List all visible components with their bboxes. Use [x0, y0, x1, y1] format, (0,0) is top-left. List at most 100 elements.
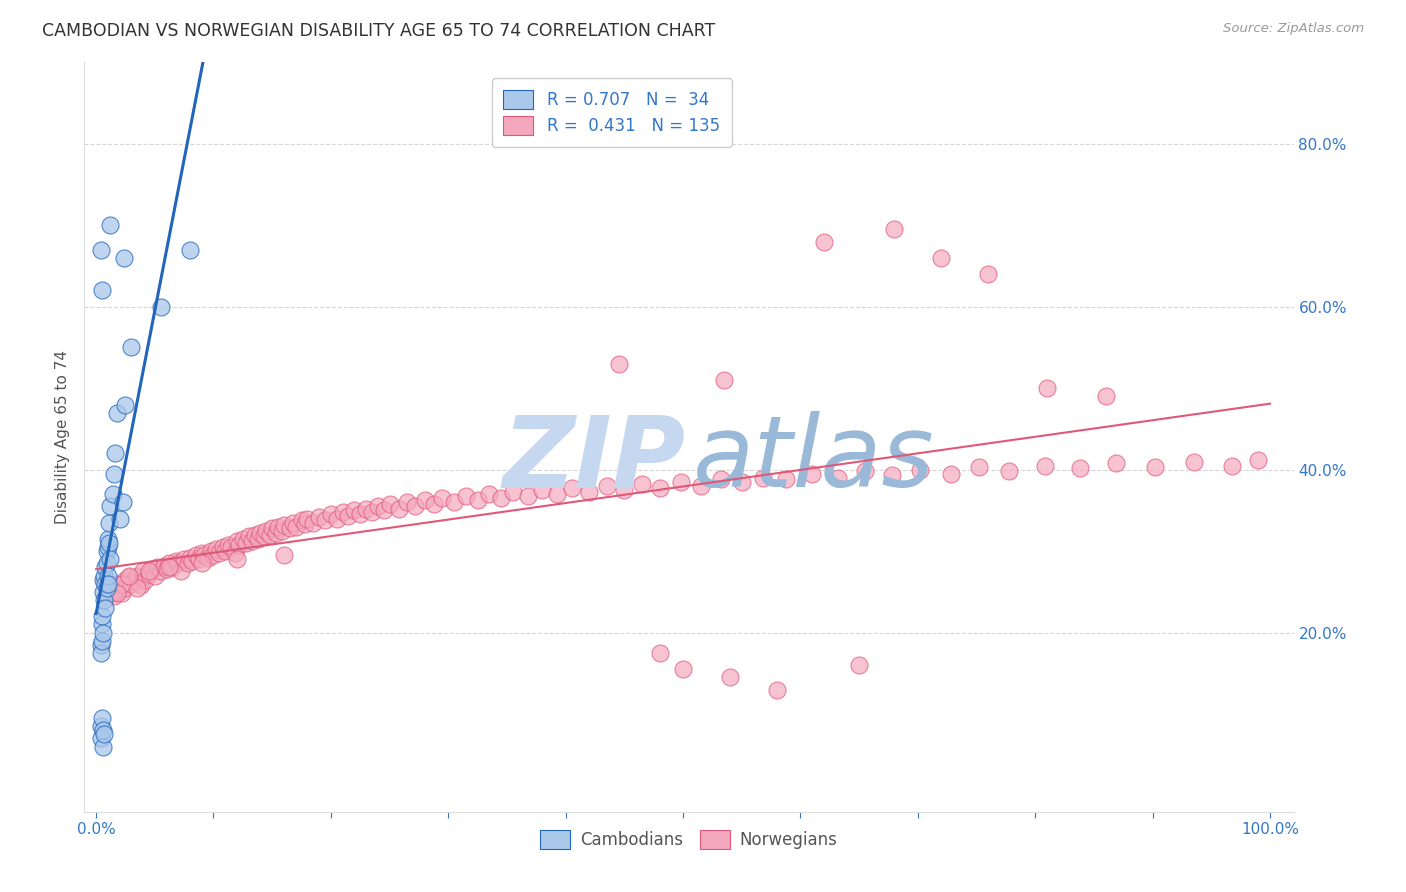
Point	[517, 489, 540, 503]
Point	[149, 565, 172, 579]
Point	[349, 508, 371, 522]
Point	[214, 544, 236, 558]
Point	[467, 492, 489, 507]
Point	[91, 633, 114, 648]
Point	[1247, 453, 1270, 467]
Point	[129, 578, 152, 592]
Point	[396, 495, 419, 509]
Point	[967, 460, 990, 475]
Text: CAMBODIAN VS NORWEGIAN DISABILITY AGE 65 TO 74 CORRELATION CHART: CAMBODIAN VS NORWEGIAN DISABILITY AGE 65…	[42, 22, 716, 40]
Point	[96, 581, 118, 595]
Point	[314, 513, 336, 527]
Point	[96, 544, 118, 558]
Point	[373, 503, 395, 517]
Point	[672, 662, 695, 676]
Point	[193, 548, 215, 562]
Point	[607, 357, 630, 371]
Point	[97, 532, 120, 546]
Point	[578, 484, 600, 499]
Point	[273, 518, 295, 533]
Point	[531, 483, 554, 497]
Point	[97, 576, 120, 591]
Point	[254, 524, 277, 538]
Point	[90, 638, 112, 652]
Point	[112, 251, 135, 265]
Point	[443, 495, 465, 509]
Point	[112, 495, 135, 509]
Point	[146, 560, 169, 574]
Point	[247, 532, 270, 546]
Point	[167, 557, 190, 571]
Point	[270, 524, 292, 538]
Point	[240, 534, 263, 549]
Point	[883, 222, 905, 236]
Point	[94, 560, 117, 574]
Point	[108, 511, 131, 525]
Point	[90, 243, 112, 257]
Point	[284, 519, 307, 533]
Point	[596, 479, 619, 493]
Point	[91, 284, 114, 298]
Point	[775, 472, 797, 486]
Point	[176, 557, 198, 571]
Point	[731, 475, 754, 489]
Point	[94, 576, 117, 591]
Point	[104, 446, 127, 460]
Point	[253, 529, 276, 543]
Point	[848, 658, 870, 673]
Point	[977, 267, 1000, 281]
Point	[93, 727, 115, 741]
Point	[114, 573, 136, 587]
Point	[319, 508, 342, 522]
Point	[96, 557, 118, 571]
Point	[297, 511, 319, 525]
Point	[157, 560, 180, 574]
Point	[91, 609, 114, 624]
Point	[413, 492, 436, 507]
Point	[98, 552, 121, 566]
Point	[155, 562, 177, 576]
Point	[502, 484, 524, 499]
Text: ZIP: ZIP	[502, 411, 685, 508]
Point	[478, 487, 501, 501]
Point	[752, 471, 775, 485]
Point	[134, 573, 156, 587]
Point	[232, 532, 254, 546]
Point	[200, 544, 222, 558]
Point	[1143, 460, 1166, 475]
Point	[98, 516, 121, 530]
Point	[98, 500, 121, 514]
Point	[132, 565, 155, 579]
Point	[153, 558, 176, 573]
Point	[561, 481, 583, 495]
Point	[208, 546, 231, 560]
Point	[939, 467, 962, 481]
Point	[91, 584, 114, 599]
Point	[108, 581, 131, 595]
Point	[97, 540, 120, 554]
Point	[202, 548, 225, 562]
Point	[1222, 458, 1244, 473]
Point	[127, 581, 149, 595]
Point	[827, 471, 849, 485]
Point	[326, 511, 349, 525]
Point	[91, 573, 114, 587]
Point	[93, 593, 115, 607]
Point	[91, 723, 114, 738]
Point	[111, 576, 134, 591]
Point	[1033, 458, 1056, 473]
Point	[138, 566, 160, 581]
Point	[97, 568, 120, 582]
Point	[354, 501, 377, 516]
Point	[294, 517, 316, 532]
Point	[713, 373, 735, 387]
Point	[118, 568, 141, 582]
Point	[423, 497, 446, 511]
Point	[404, 500, 426, 514]
Point	[114, 581, 136, 595]
Point	[120, 576, 142, 591]
Point	[138, 565, 160, 579]
Point	[105, 406, 128, 420]
Point	[179, 550, 201, 565]
Point	[91, 739, 114, 754]
